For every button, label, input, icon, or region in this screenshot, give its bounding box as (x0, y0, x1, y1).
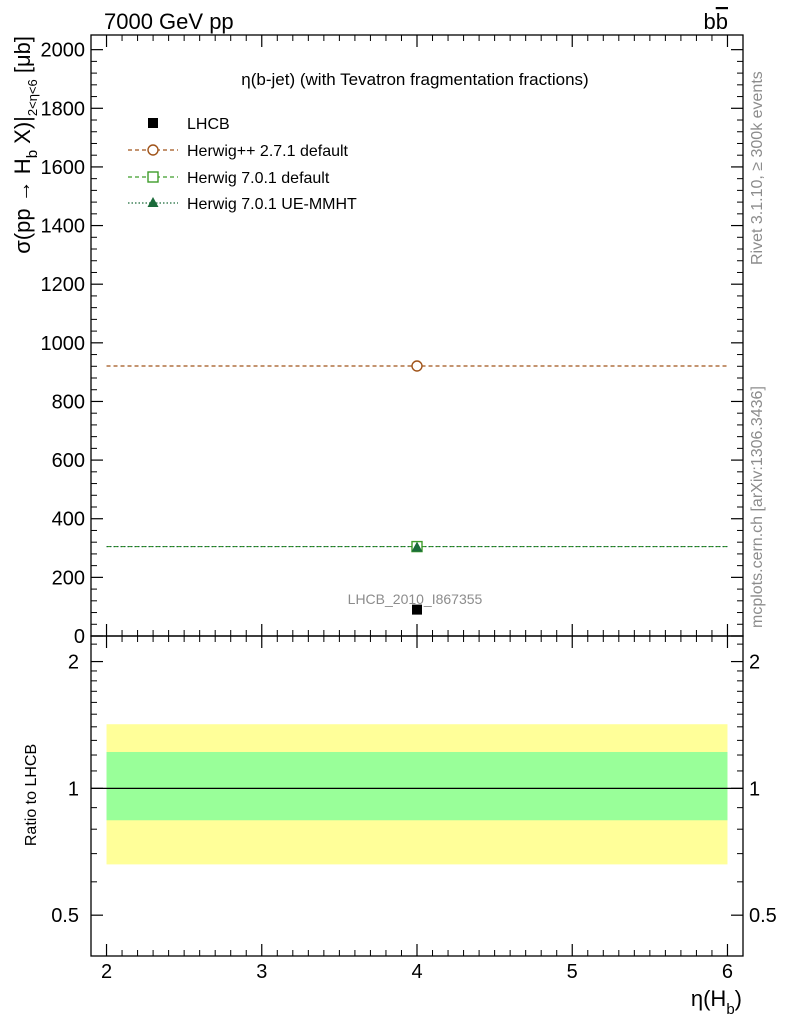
main-y-axis-label: σ(pp → Hb X)|2<η<6 [μb] (10, 36, 41, 254)
legend-marker-herwig7-uemmht (147, 197, 159, 207)
main-y-tick-label: 1200 (41, 274, 86, 296)
x-tick-label: 6 (722, 961, 733, 983)
ylabel-sub-range: 2<η<6 (25, 79, 40, 116)
main-y-tick-label: 1400 (41, 216, 86, 238)
energy-label: 7000 GeV pp (104, 9, 234, 34)
xlabel-sub: b (726, 1001, 734, 1018)
ylabel-unit: [μb] (10, 36, 35, 79)
ratio-y-tick-label-right: 1 (749, 778, 760, 800)
ratio-y-tick-label: 2 (68, 652, 79, 674)
ratio-panel: 0.5 0.5 1 1 2 2 2 3 4 5 6 Ratio to LHCB η(Hb) (23, 635, 777, 1018)
main-series-lines (106, 365, 728, 548)
legend-marker-lhcb (148, 118, 158, 128)
data-point-lhcb (412, 604, 422, 615)
rivet-label: Rivet 3.1.10, ≥ 300k events (749, 71, 766, 265)
process-label: bb (704, 9, 729, 34)
legend-label-herwig7-uemmht: Herwig 7.0.1 UE-MMHT (187, 196, 357, 213)
xlabel-end: ) (735, 986, 742, 1011)
x-tick-label: 4 (411, 961, 422, 983)
ylabel-sub-b: b (24, 150, 41, 158)
main-markers (411, 360, 423, 615)
x-axis-label: η(Hb) (691, 986, 742, 1018)
legend-label-lhcb: LHCB (187, 116, 230, 133)
ratio-band-inner (106, 751, 728, 821)
x-tick-label: 3 (256, 961, 267, 983)
ratio-y-tick-label: 1 (68, 778, 79, 800)
legend: LHCB Herwig++ 2.7.1 default Herwig 7.0.1… (128, 116, 357, 213)
main-y-tick-label: 1800 (41, 98, 86, 120)
ratio-y-tick-label-right: 0.5 (749, 905, 777, 927)
data-point-herwig-7-0-1-ue-mmht (411, 541, 423, 552)
legend-entry-herwig7-default: Herwig 7.0.1 default (128, 170, 330, 187)
legend-entry-herwigpp: Herwig++ 2.7.1 default (128, 143, 349, 160)
data-point-herwig-2-7-1-default (411, 360, 423, 372)
main-y-tick-label: 1600 (41, 157, 86, 179)
xlabel-main: η(H (691, 986, 726, 1011)
legend-label-herwigpp: Herwig++ 2.7.1 default (187, 143, 349, 160)
ratio-y-tick-label-right: 2 (749, 652, 760, 674)
legend-marker-herwig7-default (147, 171, 159, 183)
main-y-tick-label: 0 (74, 626, 85, 648)
legend-label-herwig7-default: Herwig 7.0.1 default (187, 170, 330, 187)
process-label-bbar: b (716, 9, 728, 34)
ratio-bands (106, 724, 728, 865)
ylabel-mid: X)| (10, 116, 35, 150)
main-panel: 0 200 400 600 800 1000 1200 1400 1600 1800 2000 η(… (10, 34, 744, 648)
x-tick-label: 2 (101, 961, 112, 983)
ratio-y-tick-label: 0.5 (51, 905, 79, 927)
legend-entry-lhcb: LHCB (148, 116, 230, 133)
ratio-x-ticks: 2 3 4 5 6 (90, 944, 744, 983)
main-y-ticks: 0 200 400 600 800 1000 1200 1400 1600 1800 2000 (41, 40, 743, 648)
ratio-y-ticks: 0.5 0.5 1 1 2 2 (51, 643, 777, 927)
legend-entry-herwig7-uemmht: Herwig 7.0.1 UE-MMHT (128, 196, 357, 213)
ylabel-main: σ(pp → H (10, 158, 35, 254)
main-y-tick-label: 1000 (41, 333, 86, 355)
legend-marker-herwigpp (147, 144, 159, 156)
x-tick-label: 5 (567, 961, 578, 983)
main-y-tick-label: 400 (52, 509, 85, 531)
main-y-tick-label: 2000 (41, 40, 86, 62)
mcplots-label: mcplots.cern.ch [arXiv:1306.3436] (749, 386, 766, 628)
analysis-watermark: LHCB_2010_I867355 (348, 591, 483, 607)
ratio-y-axis-label: Ratio to LHCB (23, 744, 40, 846)
main-title: η(b-jet) (with Tevatron fragmentation fr… (241, 70, 588, 89)
main-y-tick-label: 200 (52, 567, 85, 589)
main-y-tick-label: 600 (52, 450, 85, 472)
main-y-tick-label: 800 (52, 391, 85, 413)
